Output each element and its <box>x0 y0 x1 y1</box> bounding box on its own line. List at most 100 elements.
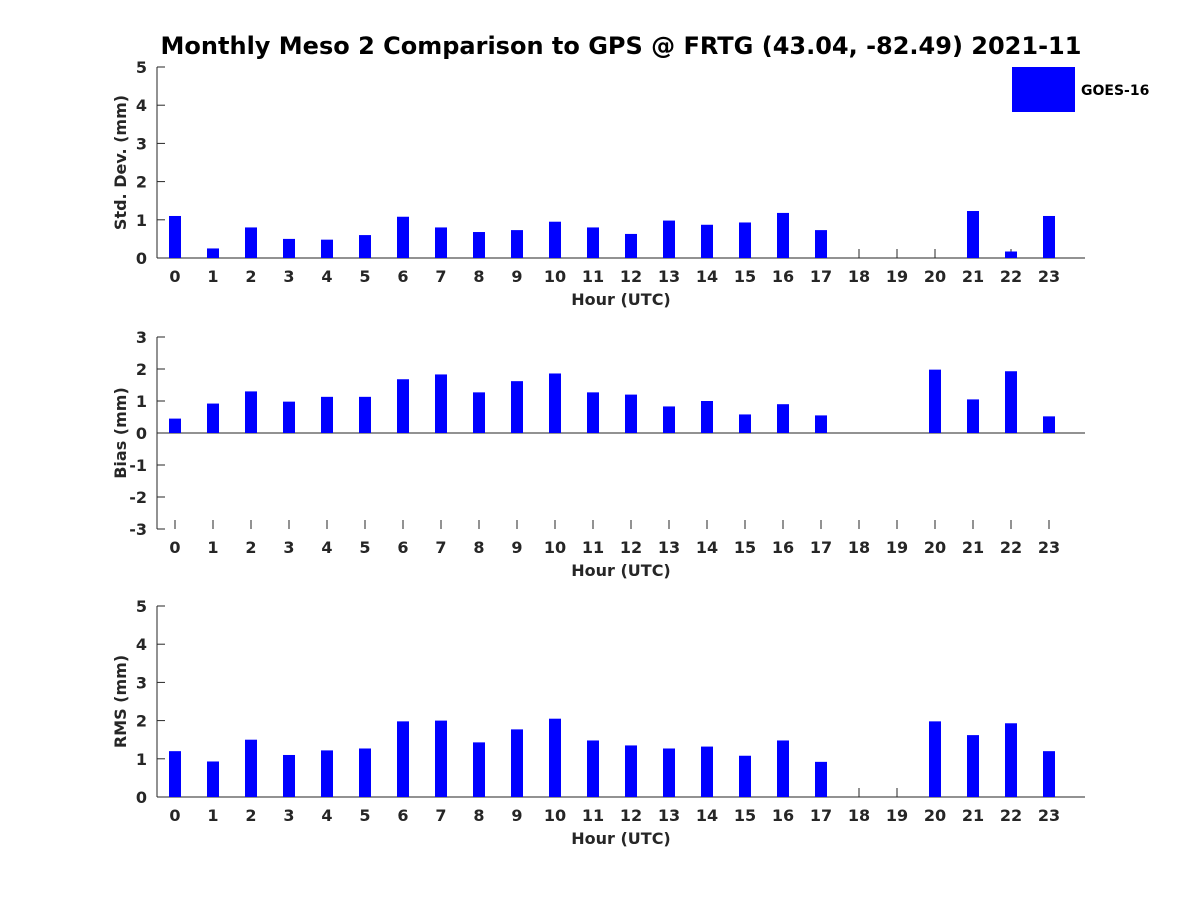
bar-hour-4 <box>321 396 333 433</box>
bar-hour-12 <box>625 745 637 797</box>
bar-hour-12 <box>625 233 637 258</box>
bar-hour-17 <box>815 761 827 797</box>
x-tick-label: 7 <box>435 806 446 825</box>
bar-hour-22 <box>1005 723 1017 797</box>
y-tick-label: 3 <box>136 328 147 347</box>
bar-hour-13 <box>663 220 675 258</box>
x-tick-label: 9 <box>511 538 522 557</box>
bar-hour-2 <box>245 227 257 258</box>
x-tick-label: 6 <box>397 267 408 286</box>
x-tick-label: 1 <box>207 267 218 286</box>
x-tick-label: 4 <box>321 267 332 286</box>
x-tick-label: 10 <box>544 538 566 557</box>
bar-hour-13 <box>663 748 675 797</box>
x-tick-label: 1 <box>207 806 218 825</box>
x-tick-label: 16 <box>772 267 794 286</box>
bar-hour-6 <box>397 379 409 433</box>
bar-hour-10 <box>549 373 561 433</box>
x-tick-label: 23 <box>1038 538 1060 557</box>
bar-hour-8 <box>473 232 485 258</box>
x-tick-label: 17 <box>810 267 832 286</box>
y-tick-label: -2 <box>129 488 147 507</box>
bar-hour-15 <box>739 222 751 258</box>
y-tick-label: -1 <box>129 456 147 475</box>
bar-hour-4 <box>321 750 333 797</box>
y-tick-label: 5 <box>136 597 147 616</box>
x-tick-label: 22 <box>1000 267 1022 286</box>
x-tick-label: 20 <box>924 806 946 825</box>
bar-hour-3 <box>283 754 295 797</box>
x-tick-label: 21 <box>962 806 984 825</box>
y-tick-label: 2 <box>136 360 147 379</box>
bar-hour-9 <box>511 729 523 797</box>
bar-hour-0 <box>169 418 181 433</box>
x-tick-label: 13 <box>658 806 680 825</box>
bar-hour-1 <box>207 403 219 433</box>
x-tick-label: 13 <box>658 538 680 557</box>
x-tick-label: 14 <box>696 538 718 557</box>
bar-hour-7 <box>435 227 447 258</box>
bar-hour-3 <box>283 238 295 258</box>
bar-hour-2 <box>245 391 257 433</box>
bar-hour-20 <box>929 369 941 433</box>
x-tick-label: 8 <box>473 538 484 557</box>
x-tick-label: 22 <box>1000 806 1022 825</box>
bar-hour-0 <box>169 215 181 258</box>
bar-hour-8 <box>473 742 485 797</box>
bar-hour-21 <box>967 735 979 797</box>
x-tick-label: 4 <box>321 806 332 825</box>
y-axis-label: RMS (mm) <box>111 655 130 748</box>
y-tick-label: 0 <box>136 424 147 443</box>
x-tick-label: 3 <box>283 538 294 557</box>
y-tick-label: 1 <box>136 750 147 769</box>
x-tick-label: 5 <box>359 538 370 557</box>
x-tick-label: 21 <box>962 538 984 557</box>
bar-hour-4 <box>321 239 333 258</box>
x-tick-label: 7 <box>435 538 446 557</box>
x-tick-label: 0 <box>169 267 180 286</box>
bar-hour-17 <box>815 415 827 433</box>
x-tick-label: 12 <box>620 806 642 825</box>
x-tick-label: 11 <box>582 538 604 557</box>
bar-hour-9 <box>511 381 523 433</box>
x-tick-label: 8 <box>473 267 484 286</box>
x-tick-label: 20 <box>924 538 946 557</box>
x-tick-label: 19 <box>886 806 908 825</box>
x-tick-label: 14 <box>696 267 718 286</box>
x-tick-label: 23 <box>1038 267 1060 286</box>
bar-hour-16 <box>777 404 789 433</box>
y-tick-label: 2 <box>136 712 147 731</box>
x-tick-label: 0 <box>169 538 180 557</box>
y-tick-label: 1 <box>136 211 147 230</box>
x-tick-label: 5 <box>359 267 370 286</box>
x-tick-label: 3 <box>283 806 294 825</box>
bar-hour-22 <box>1005 371 1017 433</box>
x-tick-label: 0 <box>169 806 180 825</box>
x-tick-label: 20 <box>924 267 946 286</box>
bar-hour-13 <box>663 406 675 433</box>
y-tick-label: 5 <box>136 58 147 77</box>
legend-label: GOES-16 <box>1081 83 1149 99</box>
x-tick-label: 11 <box>582 267 604 286</box>
bar-hour-14 <box>701 224 713 258</box>
x-tick-label: 15 <box>734 806 756 825</box>
bar-hour-5 <box>359 748 371 797</box>
x-tick-label: 7 <box>435 267 446 286</box>
bar-hour-22 <box>1005 251 1017 258</box>
chart-title: Monthly Meso 2 Comparison to GPS @ FRTG … <box>161 32 1082 60</box>
bar-hour-23 <box>1043 751 1055 797</box>
y-tick-label: 3 <box>136 134 147 153</box>
y-tick-label: 4 <box>136 635 147 654</box>
x-tick-label: 8 <box>473 806 484 825</box>
bar-hour-14 <box>701 401 713 433</box>
x-tick-label: 6 <box>397 538 408 557</box>
y-tick-label: 1 <box>136 392 147 411</box>
y-tick-label: 3 <box>136 673 147 692</box>
bar-hour-17 <box>815 230 827 258</box>
x-tick-label: 19 <box>886 538 908 557</box>
y-tick-label: -3 <box>129 520 147 539</box>
bar-hour-23 <box>1043 416 1055 433</box>
